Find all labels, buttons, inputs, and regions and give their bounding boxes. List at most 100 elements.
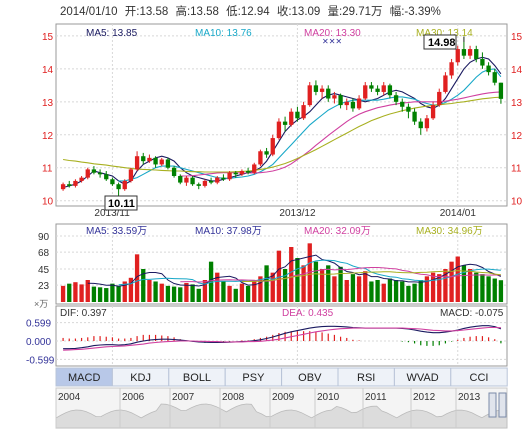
tab-label: OBV <box>298 372 322 384</box>
high-marker: 14.98 <box>424 35 456 49</box>
tab-wvad[interactable]: WVAD <box>394 368 450 386</box>
macd-y-tick: -0.599 <box>26 355 55 366</box>
header-date: 2014/01/10 <box>60 6 118 18</box>
volume-bar <box>456 257 460 302</box>
candle-body <box>289 112 293 125</box>
volume-bar <box>382 284 386 302</box>
candle-body <box>443 75 447 91</box>
volume-bar <box>499 280 503 302</box>
price-y-tick-left: 12 <box>42 131 54 142</box>
tab-label: RSI <box>357 372 375 384</box>
candle-body <box>258 151 262 164</box>
volume-y-tick: 90 <box>38 232 50 243</box>
tab-boll[interactable]: BOLL <box>169 368 225 386</box>
macd-legend-macd: MACD: -0.075 <box>440 308 504 319</box>
volume-bar <box>375 280 379 302</box>
timeline-year-label: 2006 <box>122 392 145 403</box>
legend-ma10: MA10: 13.76 <box>195 28 252 39</box>
price-candles <box>61 37 503 198</box>
candle-body <box>73 181 77 186</box>
timeline-year-label: 2008 <box>222 392 245 403</box>
candle-body <box>166 160 170 168</box>
tab-macd[interactable]: MACD <box>56 368 112 386</box>
candle-body <box>406 107 410 112</box>
candle-body <box>468 49 472 56</box>
timeline-handle-right[interactable] <box>499 393 506 417</box>
candle-body <box>160 160 164 165</box>
timeline-year-label: 2007 <box>172 392 195 403</box>
tab-obv[interactable]: OBV <box>282 368 338 386</box>
high-marker-label: 14.98 <box>428 37 456 49</box>
candle-body <box>320 89 324 92</box>
legend-marker-icons: ✕✕✕ <box>322 37 342 46</box>
volume-bar <box>345 280 349 302</box>
volume-bar <box>388 279 392 302</box>
volume-bar <box>449 262 453 302</box>
tab-label: PSY <box>242 372 265 384</box>
candle-body <box>363 85 367 98</box>
candle-body <box>412 112 416 122</box>
candle-body <box>234 173 238 175</box>
volume-bar <box>67 284 71 302</box>
candle-body <box>314 85 318 92</box>
volume-bar <box>468 269 472 302</box>
volume-bar <box>98 287 102 302</box>
volume-bar <box>406 286 410 302</box>
header-high: 13.58 <box>190 6 219 18</box>
candle-body <box>98 173 102 175</box>
candle-body <box>197 184 201 186</box>
candle-body <box>240 171 244 174</box>
candle-body <box>369 85 373 88</box>
candle-body <box>425 118 429 128</box>
volume-bar <box>301 265 305 302</box>
candle-body <box>264 151 268 154</box>
candle-body <box>135 156 139 169</box>
timeline-handle-left[interactable] <box>489 393 496 417</box>
candle-body <box>283 122 287 125</box>
volume-bar <box>252 280 256 302</box>
candle-body <box>252 164 256 172</box>
candle-body <box>123 181 127 189</box>
macd-y-tick: 0.000 <box>26 337 51 348</box>
volume-bar <box>357 276 361 302</box>
timeline-year-label: 2012 <box>413 392 436 403</box>
price-y-tick-right: 13 <box>511 98 523 109</box>
tab-psy[interactable]: PSY <box>225 368 281 386</box>
price-y-tick-right: 14 <box>511 65 523 76</box>
tab-kdj[interactable]: KDJ <box>112 368 168 386</box>
volume-bar <box>160 284 164 302</box>
candle-body <box>394 95 398 102</box>
macd-legend-dif: DIF: 0.397 <box>60 308 107 319</box>
candle-body <box>351 102 355 109</box>
vol-legend-ma30: MA30: 34.96万 <box>416 226 483 237</box>
candle-body <box>480 59 484 66</box>
candle-body <box>92 169 96 172</box>
candle-body <box>110 179 114 184</box>
macd-lines <box>63 326 501 351</box>
tab-rsi[interactable]: RSI <box>338 368 394 386</box>
candle-body <box>61 184 65 189</box>
header-open: 13.58 <box>139 6 168 18</box>
candle-body <box>437 92 441 105</box>
volume-bar <box>104 288 108 302</box>
volume-bar <box>110 284 114 302</box>
price-y-tick-left: 14 <box>42 65 54 76</box>
volume-bar <box>425 276 429 302</box>
candle-body <box>499 83 503 99</box>
candle-body <box>129 169 133 181</box>
price-grid <box>56 24 507 206</box>
volume-bar <box>178 287 182 302</box>
tab-cci[interactable]: CCI <box>451 368 507 386</box>
volume-bar <box>474 273 478 302</box>
volume-bar <box>197 289 201 302</box>
macd-dea-line <box>63 328 501 351</box>
candle-body <box>474 49 478 59</box>
candle-body <box>79 178 83 181</box>
volume-bar <box>480 274 484 302</box>
candle-body <box>375 89 379 92</box>
candle-body <box>67 184 71 186</box>
